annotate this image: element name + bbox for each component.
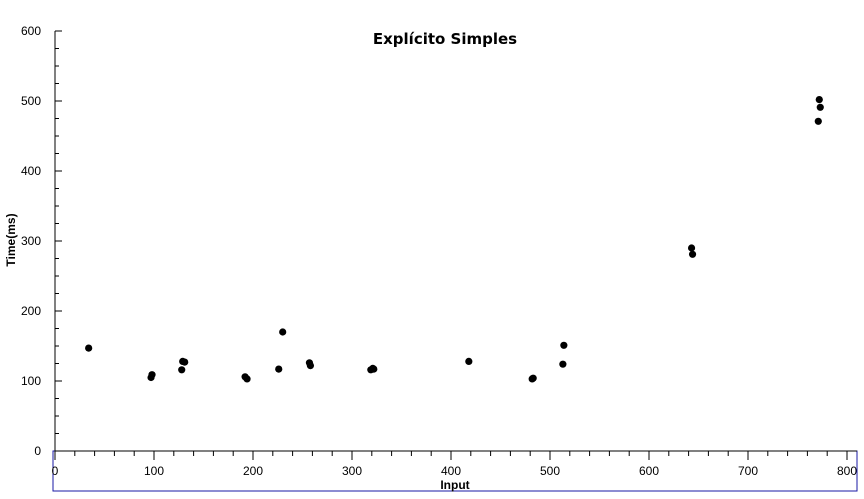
data-point <box>560 341 568 349</box>
data-point <box>275 365 283 373</box>
y-axis-label: Time(ms) <box>4 213 18 266</box>
data-point <box>243 375 251 383</box>
x-tick-label: 300 <box>342 464 362 478</box>
data-point <box>148 371 156 379</box>
y-axis-ticks: 0 100 200 300 400 500 600 <box>21 24 62 458</box>
data-point <box>815 96 823 104</box>
chart-title: Explícito Simples <box>373 30 517 48</box>
data-point <box>306 362 315 370</box>
x-tick-label: 600 <box>639 464 659 478</box>
y-tick-label: 0 <box>34 444 41 458</box>
data-point <box>370 365 378 373</box>
data-point <box>688 250 697 258</box>
x-tick-label: 800 <box>837 464 857 478</box>
y-tick-label: 500 <box>21 94 41 108</box>
y-tick-label: 100 <box>21 374 41 388</box>
data-point <box>814 117 822 125</box>
data-points <box>85 96 824 383</box>
data-point <box>529 374 537 382</box>
x-tick-label: 100 <box>144 464 164 478</box>
data-point <box>465 357 473 365</box>
data-point <box>687 244 696 252</box>
data-point <box>181 358 189 366</box>
x-tick-label: 500 <box>540 464 560 478</box>
x-axis-label: Input <box>440 478 469 492</box>
x-tick-label: 0 <box>52 464 59 478</box>
x-tick-label: 400 <box>441 464 461 478</box>
y-tick-label: 600 <box>21 24 41 38</box>
data-point <box>816 103 824 111</box>
x-tick-label: 200 <box>243 464 263 478</box>
x-tick-label: 700 <box>738 464 758 478</box>
data-point <box>559 360 567 368</box>
data-point <box>178 366 186 374</box>
data-point <box>279 328 287 336</box>
y-tick-label: 200 <box>21 304 41 318</box>
x-axis-ticks: 0 100 200 300 400 500 600 700 800 <box>52 451 857 478</box>
y-tick-label: 300 <box>21 234 41 248</box>
y-tick-label: 400 <box>21 164 41 178</box>
data-point <box>85 344 93 352</box>
